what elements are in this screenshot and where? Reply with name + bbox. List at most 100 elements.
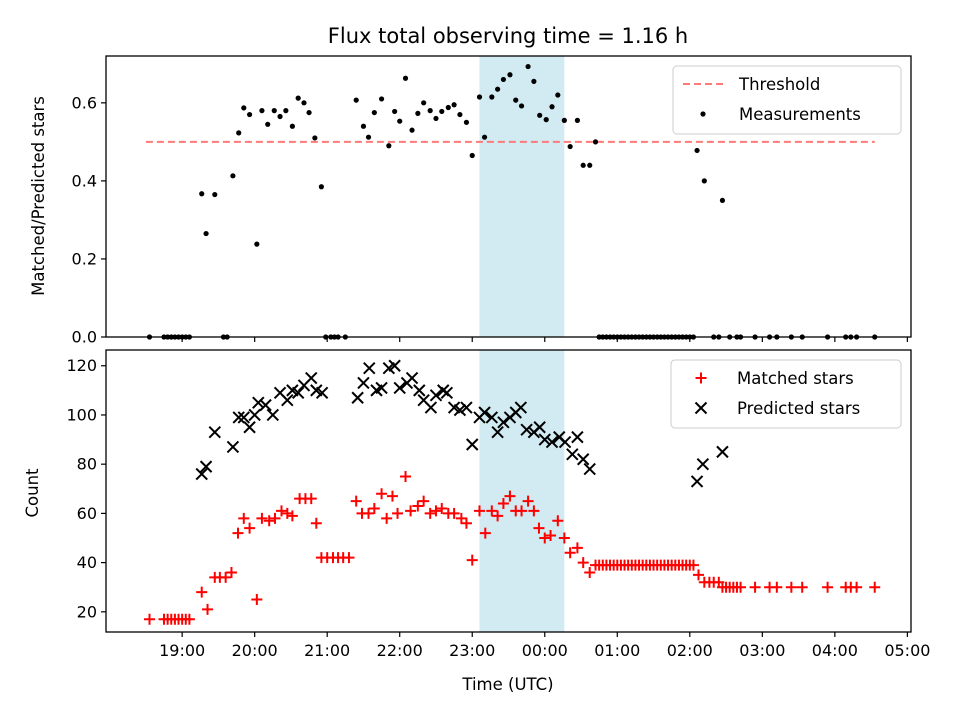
data-point [412,500,424,512]
data-point [473,505,485,517]
data-point [518,103,525,109]
data-point [378,96,385,102]
data-point [232,411,245,424]
legend-marker [694,401,708,415]
x-tick-label: 05:00 [884,641,930,660]
data-point [199,460,213,473]
data-point [497,416,510,429]
data-point [353,97,359,103]
data-point [577,557,589,569]
data-point [266,408,280,422]
data-point [276,505,288,517]
data-point [392,507,404,519]
data-point [289,123,295,129]
data-point [489,94,495,100]
data-point [571,430,584,444]
data-point [460,401,473,414]
data-point [507,72,513,78]
data-point [283,108,289,114]
legend-box [672,65,902,135]
data-point [305,493,317,505]
data-point [592,139,599,145]
x-tick-label: 03:00 [739,641,785,660]
data-point [295,95,301,101]
data-point [343,552,355,564]
y-tick-label: 100 [66,405,97,424]
data-point [436,502,448,514]
data-point [310,517,322,529]
legend-marker [695,372,707,384]
data-point [291,386,305,400]
data-point [533,522,545,534]
data-point [500,76,507,83]
data-point [549,104,555,110]
data-point [238,512,250,524]
y-tick-label: 60 [77,504,97,523]
data-point [514,401,528,414]
data-point [241,105,247,111]
data-point [504,490,516,502]
data-point [869,581,881,593]
data-point [237,411,251,424]
highlight-span [479,350,565,632]
data-point [236,130,242,136]
highlight-span [479,56,565,337]
data-point [531,78,537,84]
data-point [495,86,501,92]
data-point [693,569,705,581]
data-point [584,566,596,578]
data-point [445,104,451,111]
y-tick-label: 40 [77,553,97,572]
x-tick-label: 23:00 [449,641,495,660]
data-point [281,507,293,519]
data-point [528,505,540,517]
y-tick-label: 0.2 [72,249,97,268]
data-point [485,411,499,424]
data-point [771,581,783,593]
data-point [687,559,699,571]
data-point [466,438,479,451]
legend-box [670,359,902,429]
series-predicted-stars [195,359,729,488]
data-point [851,581,863,593]
data-point [220,571,232,583]
data-point [203,230,209,237]
legend-label: Threshold [738,75,820,94]
x-tick-label: 01:00 [594,641,640,660]
legend-label: Matched stars [737,369,854,388]
data-point [564,547,576,559]
data-point [439,108,445,115]
data-point [405,505,417,517]
data-point [545,530,557,542]
data-point [558,532,570,544]
data-point [537,112,543,118]
data-point [225,566,237,578]
y-axis-label-ratio: Matched/Predicted stars [29,96,48,296]
x-tick-label: 22:00 [377,641,423,660]
x-axis-label: Time (UTC) [461,675,553,694]
data-point [226,440,240,454]
data-point [533,421,546,434]
data-point [478,406,491,419]
data-point [360,123,367,129]
data-point [571,542,583,554]
data-point [397,118,403,124]
data-point [388,359,401,372]
data-point [463,119,470,125]
data-point [440,386,454,400]
data-point [701,178,707,184]
data-point [318,184,324,190]
data-point [265,121,271,127]
data-point [561,117,567,123]
data-point [696,457,710,471]
data-point [386,490,398,502]
data-point [315,386,329,400]
data-point [481,134,488,140]
data-point [576,453,590,466]
data-point [455,512,467,524]
data-point [418,495,430,507]
data-point [430,505,442,517]
data-point [402,75,409,81]
data-point [469,152,475,159]
data-point [230,173,236,179]
